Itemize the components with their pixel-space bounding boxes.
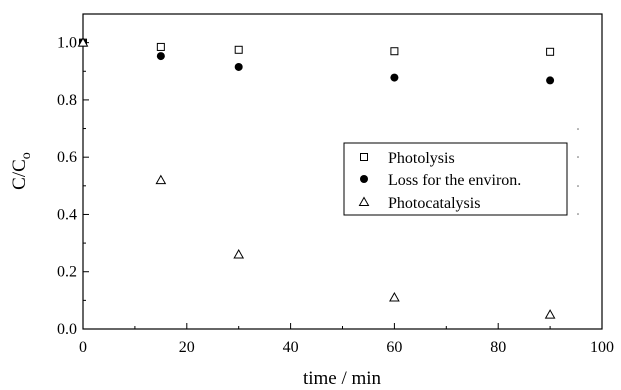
data-point-loss-environ: [234, 62, 243, 71]
x-tick-label: 100: [590, 339, 614, 356]
data-point-loss-environ: [156, 52, 165, 61]
data-point-photocatalysis: [389, 291, 400, 302]
x-tick-label: 60: [386, 339, 402, 356]
y-axis-label-subscript: o: [19, 152, 34, 159]
data-point-photolysis: [390, 47, 399, 56]
edge-dots: [577, 128, 579, 215]
y-axis-label: C/Co: [9, 152, 34, 190]
data-point-photocatalysis: [233, 249, 245, 259]
y-tick-label: 0.8: [57, 92, 77, 109]
legend-markers: [358, 153, 370, 206]
data-point-loss-environ: [546, 76, 555, 85]
edge-dot: [577, 156, 579, 158]
legend-box: [343, 142, 568, 216]
data-point-photolysis: [156, 42, 165, 51]
legend: Photolysis Loss for the environ. Photoca…: [343, 142, 568, 216]
data-series: [77, 37, 556, 319]
x-tick-label: 80: [490, 339, 506, 356]
data-point-loss-environ: [390, 73, 399, 82]
x-tick-label: 20: [179, 339, 195, 356]
y-tick-label: 0.6: [57, 149, 77, 166]
y-tick-label: 1.0: [57, 35, 77, 52]
y-axis-label-main: C/C: [9, 159, 30, 190]
edge-dot: [577, 213, 579, 215]
data-point-photocatalysis: [155, 174, 167, 185]
edge-dot: [577, 128, 579, 130]
x-tick-label: 0: [79, 339, 87, 356]
legend-marker-photolysis: [360, 153, 368, 161]
legend-label-loss-environ: Loss for the environ.: [388, 172, 521, 189]
y-tick-label: 0.4: [57, 206, 77, 223]
legend-marker-photocatalysis: [358, 196, 370, 206]
data-point-photolysis: [234, 45, 243, 54]
legend-label-photocatalysis: Photocatalysis: [388, 195, 480, 212]
legend-label-photolysis: Photolysis: [388, 150, 455, 167]
edge-dot: [577, 185, 579, 187]
data-point-photolysis: [546, 47, 555, 56]
data-point-photocatalysis: [77, 37, 89, 47]
x-tick-label: 40: [283, 339, 299, 356]
y-axis-ticks: 0.0 0.2 0.4 0.6 0.8 1.0: [57, 13, 89, 338]
data-point-photocatalysis: [544, 309, 556, 319]
x-axis-ticks: 0 20 40 60 80 100: [79, 323, 614, 356]
y-tick-label: 0.0: [57, 321, 77, 338]
x-axis-label: time / min: [303, 368, 382, 389]
y-tick-label: 0.2: [57, 264, 77, 281]
legend-marker-loss-environ: [360, 175, 368, 183]
